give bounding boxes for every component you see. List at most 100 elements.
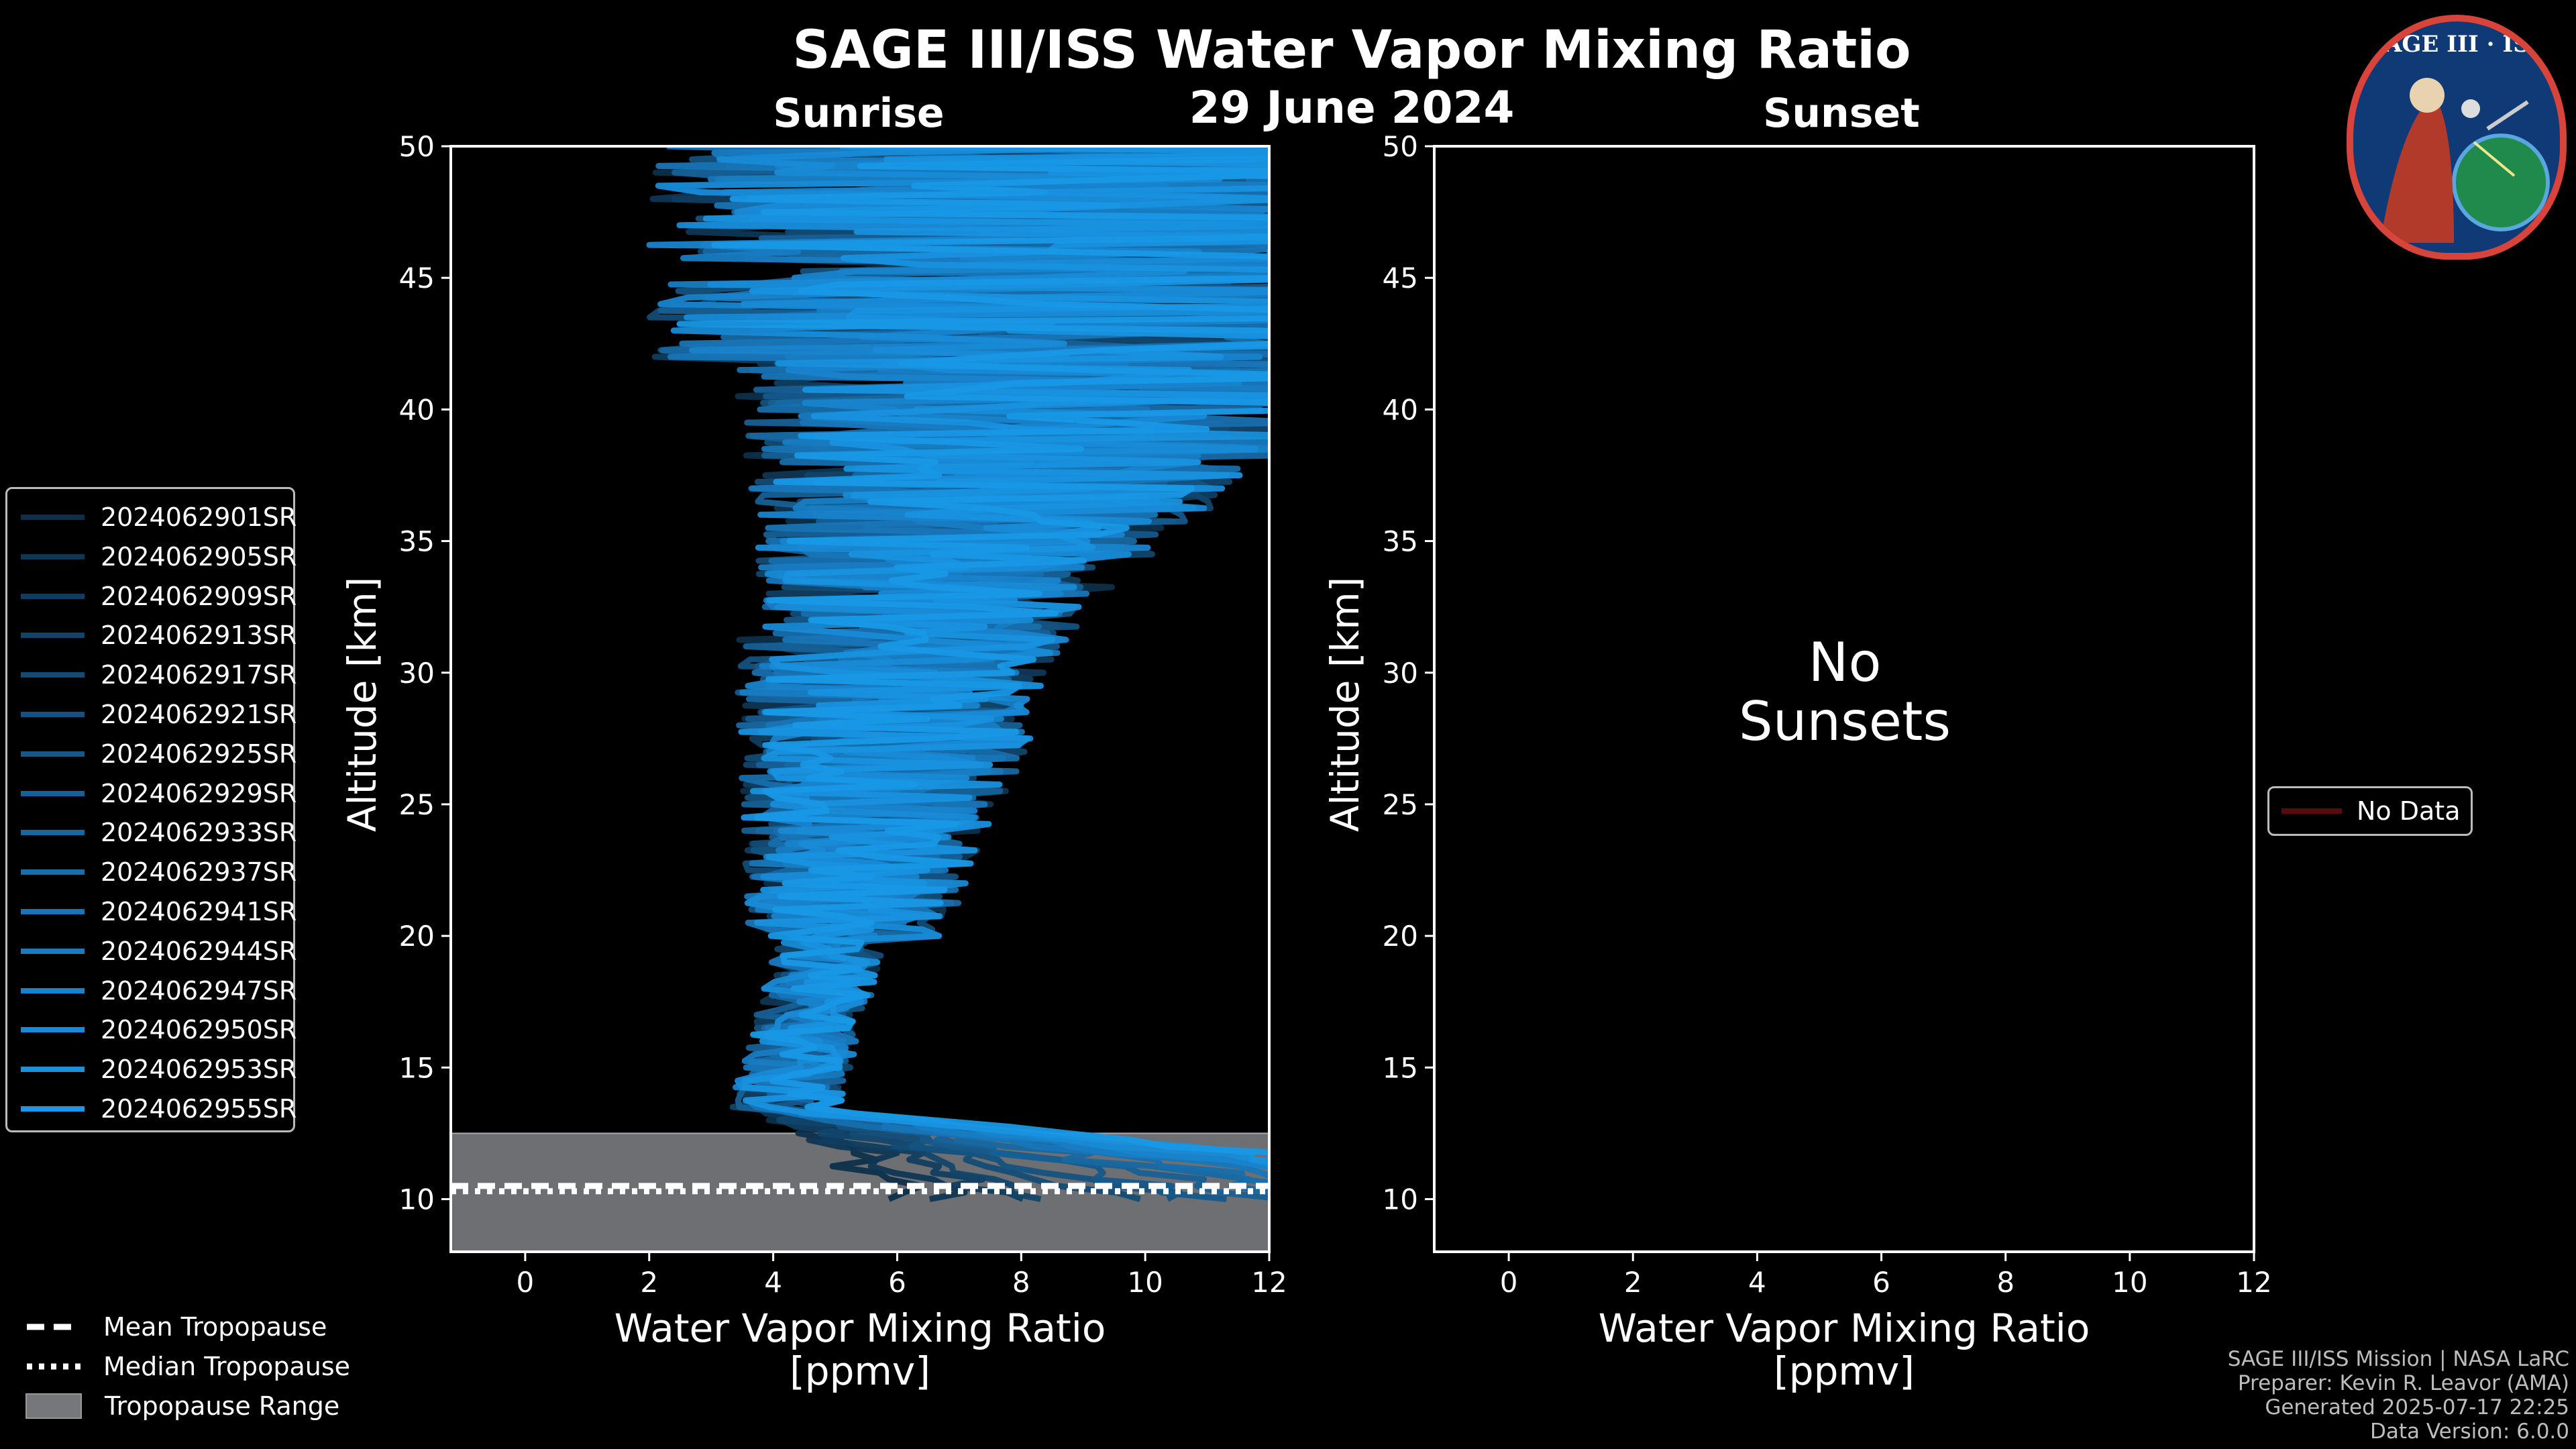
ytick-label: 15 <box>399 1051 435 1084</box>
legend-label: 2024062917SR <box>101 660 297 690</box>
xtick-label: 8 <box>1996 1266 2015 1299</box>
no-sunsets-line1: No <box>1808 631 1882 694</box>
panel-title-sunset: Sunset <box>1763 90 1920 137</box>
xtick-label: 4 <box>764 1266 782 1299</box>
range-swatch <box>25 1393 82 1419</box>
xtick-label: 12 <box>1251 1266 1287 1299</box>
legend-swatch <box>21 672 85 678</box>
ytick-label: 15 <box>1383 1051 1418 1084</box>
chart-date: 29 June 2024 <box>1189 82 1515 133</box>
legend-swatch <box>21 633 85 639</box>
legend-entry: 2024062947SR <box>21 972 297 1010</box>
no-sunsets-line2: Sunsets <box>1738 690 1951 753</box>
series-group <box>646 146 1269 1202</box>
legend-label: 2024062953SR <box>101 1055 297 1085</box>
xlabel-right-units: [ppmv] <box>1774 1348 1915 1394</box>
legend-entry: 2024062917SR <box>21 656 297 694</box>
ylabel-right: Altitude [km] <box>1322 576 1368 833</box>
xlabel-left-units: [ppmv] <box>790 1348 930 1394</box>
legend-label: 2024062955SR <box>101 1094 297 1124</box>
legend-entry: 2024062953SR <box>21 1051 297 1088</box>
xtick-label: 4 <box>1748 1266 1766 1299</box>
xlabel-right: Water Vapor Mixing Ratio [ppmv] <box>1434 1307 2254 1393</box>
legend-entry: 2024062929SR <box>21 775 297 812</box>
legend-swatch <box>21 515 85 520</box>
xtick-label: 6 <box>888 1266 906 1299</box>
legend-entry: 2024062944SR <box>21 932 297 970</box>
ytick-label: 25 <box>1383 788 1418 821</box>
ytick-label: 30 <box>1383 657 1418 690</box>
ytick-label: 45 <box>1383 262 1418 294</box>
no-data-legend: No Data <box>2267 786 2473 836</box>
legend-label: 2024062905SR <box>101 541 297 572</box>
legend-label: 2024062947SR <box>101 975 297 1006</box>
ytick-label: 10 <box>1383 1183 1418 1216</box>
logo-graphic <box>2380 78 2550 243</box>
credits-preparer: Preparer: Kevin R. Leavor (AMA) <box>2237 1371 2569 1395</box>
legend-entry: 2024062937SR <box>21 853 297 891</box>
mean-line-swatch <box>27 1324 80 1330</box>
legend-entry: 2024062925SR <box>21 735 297 773</box>
legend-swatch <box>21 712 85 717</box>
legend-label: 2024062909SR <box>101 581 297 611</box>
tropo-legend-median: Median Tropopause <box>25 1348 350 1385</box>
ytick-label: 45 <box>399 262 435 294</box>
ytick-label: 25 <box>399 788 435 821</box>
axes-frame <box>1433 145 2255 1253</box>
legend-swatch <box>21 1027 85 1033</box>
legend-label: 2024062944SR <box>101 936 297 966</box>
legend-label: 2024062950SR <box>101 1015 297 1045</box>
legend-entry: 2024062955SR <box>21 1090 297 1128</box>
median-line-swatch <box>27 1363 80 1370</box>
legend-entry: 2024062941SR <box>21 893 297 930</box>
ytick-label: 10 <box>399 1183 435 1216</box>
legend-entry: 2024062921SR <box>21 696 297 733</box>
legend-label: 2024062933SR <box>101 818 297 848</box>
legend-entry: 2024062933SR <box>21 814 297 851</box>
xtick-label: 10 <box>2112 1266 2147 1299</box>
ytick-label: 35 <box>1383 525 1418 558</box>
tropopause-legend: Mean Tropopause Median Tropopause Tropop… <box>0 1308 402 1429</box>
tropo-legend-mean: Mean Tropopause <box>25 1308 327 1346</box>
legend-entry: 2024062950SR <box>21 1011 297 1049</box>
legend-swatch <box>21 830 85 836</box>
legend-swatch <box>21 948 85 954</box>
panel-sunset: 0 2 4 6 8 10 12 10 15 20 25 30 35 40 45 50 <box>1383 130 2272 1299</box>
xtick-label: 0 <box>1500 1266 1518 1299</box>
ytick-label: 20 <box>1383 920 1418 953</box>
ytick-label: 40 <box>399 393 435 426</box>
ytick-label: 35 <box>399 525 435 558</box>
series-line-2024062955SR <box>676 155 1269 1156</box>
tropo-median-label: Median Tropopause <box>103 1352 350 1381</box>
xtick-label: 0 <box>517 1266 535 1299</box>
xtick-label: 8 <box>1012 1266 1030 1299</box>
tropo-range-label: Tropopause Range <box>105 1391 340 1421</box>
legend-swatch <box>21 593 85 599</box>
xtick-label: 2 <box>640 1266 658 1299</box>
legend-label: 2024062921SR <box>101 700 297 729</box>
legend-swatch <box>21 553 85 559</box>
legend-swatch <box>21 790 85 796</box>
credits-generated: Generated 2025-07-17 22:25 <box>2265 1395 2569 1419</box>
legend-entry: 2024062905SR <box>21 538 297 576</box>
xlabel-right-text: Water Vapor Mixing Ratio <box>1598 1305 2090 1351</box>
ytick-label: 30 <box>399 657 435 690</box>
legend-label: 2024062901SR <box>101 502 297 532</box>
legend-label: 2024062929SR <box>101 778 297 808</box>
credits-mission: SAGE III/ISS Mission | NASA LaRC <box>2227 1347 2569 1371</box>
no-sunsets-label: No Sunsets <box>1677 633 2012 751</box>
tropo-mean-label: Mean Tropopause <box>103 1312 327 1342</box>
no-data-label: No Data <box>2357 796 2461 826</box>
chart-title: SAGE III/ISS Water Vapor Mixing Ratio <box>792 20 1911 80</box>
tropo-legend-range: Tropopause Range <box>25 1387 339 1425</box>
mission-logo: SAGE III · ISS <box>2347 15 2567 260</box>
credits-version: Data Version: 6.0.0 <box>2369 1419 2569 1444</box>
legend-label: 2024062913SR <box>101 621 297 651</box>
legend-swatch <box>21 869 85 875</box>
xlabel-left-text: Water Vapor Mixing Ratio <box>614 1305 1106 1351</box>
credits: SAGE III/ISS Mission | NASA LaRC Prepare… <box>2228 1347 2569 1444</box>
xtick-label: 12 <box>2236 1266 2271 1299</box>
legend-swatch <box>21 909 85 914</box>
ytick-label: 20 <box>399 920 435 953</box>
